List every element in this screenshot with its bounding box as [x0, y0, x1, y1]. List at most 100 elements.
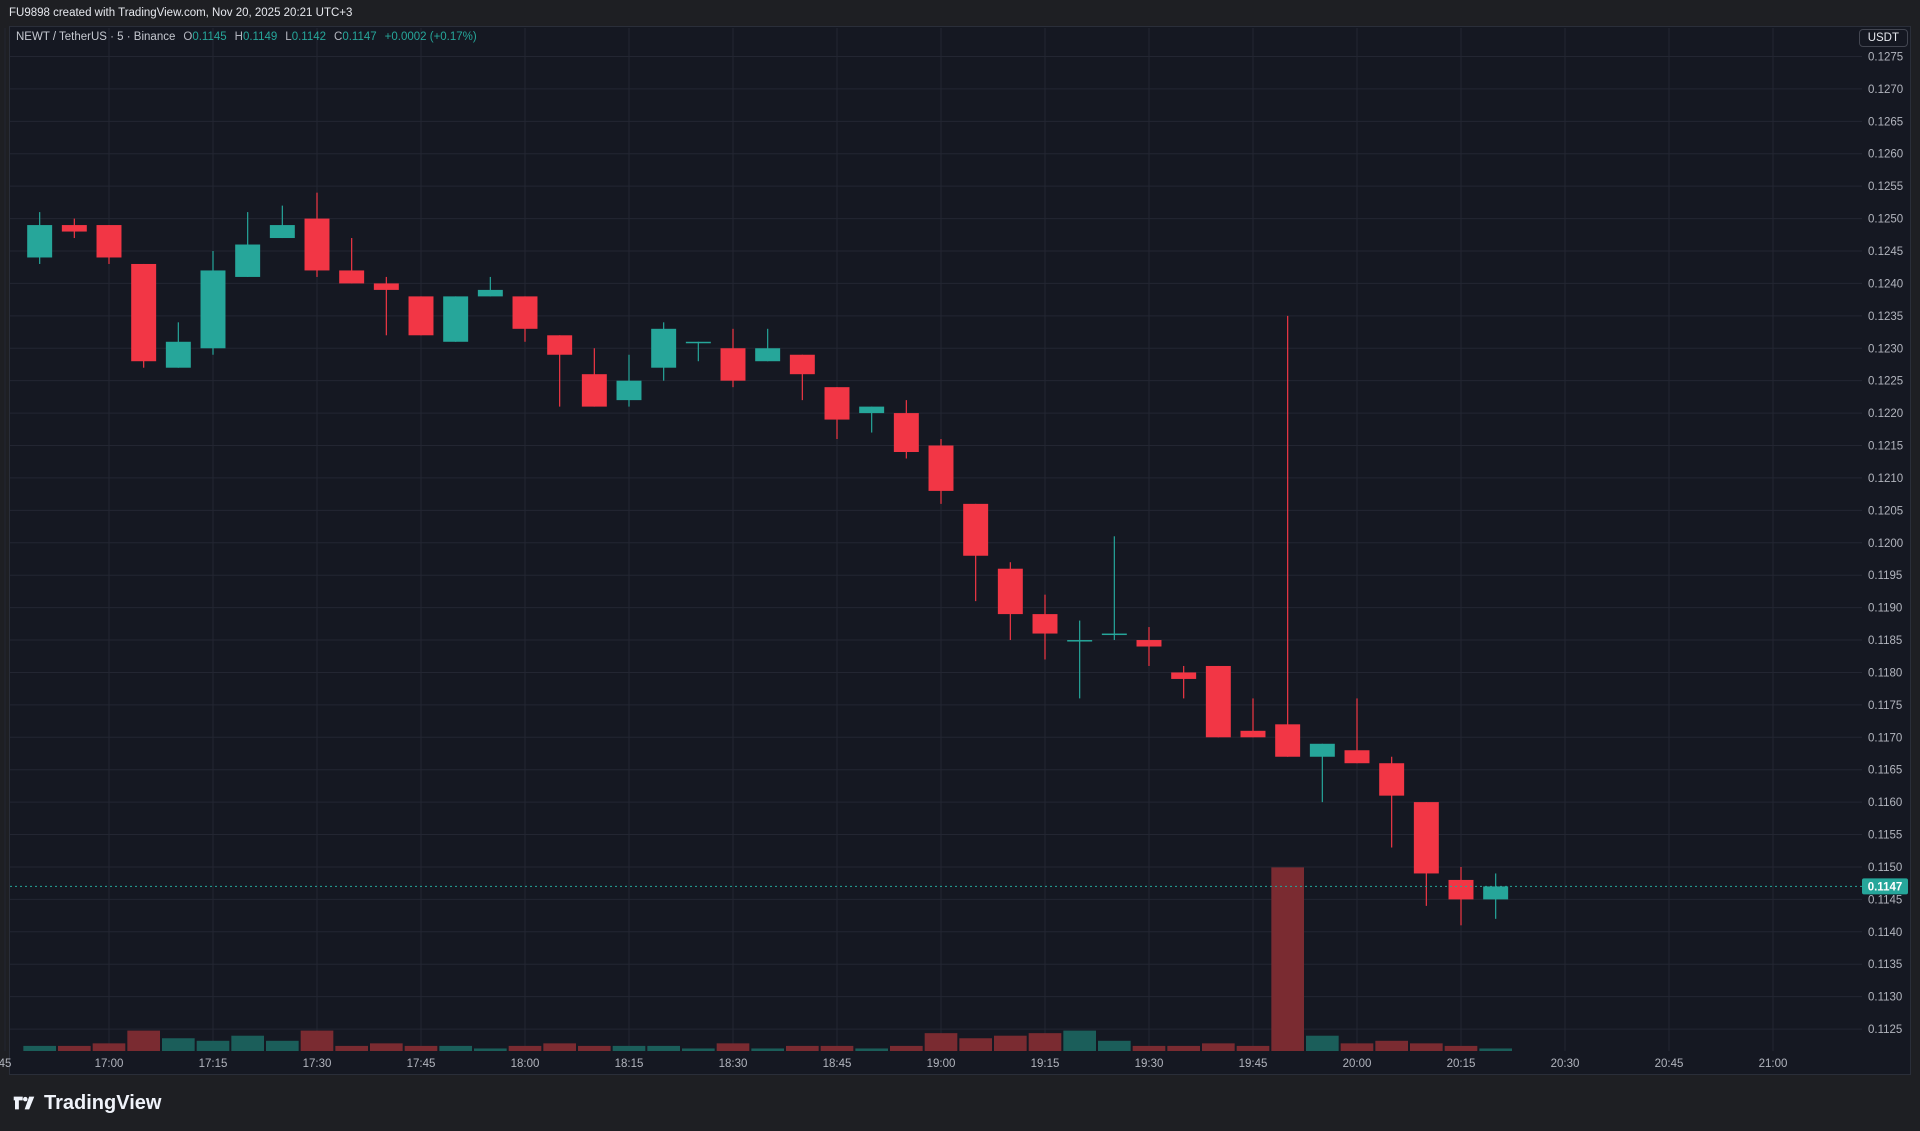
y-tick-label: 0.1155: [1868, 830, 1902, 842]
x-tick-label: 19:00: [927, 1058, 956, 1070]
x-tick-label: 18:00: [511, 1058, 540, 1070]
candle-body: [131, 263, 157, 362]
volume-bar: [716, 1043, 750, 1051]
candle-body: [651, 328, 677, 368]
high-value: 0.1149: [242, 31, 278, 43]
volume-bar: [1271, 867, 1304, 1051]
volume-bar: [474, 1048, 507, 1051]
open-value: 0.1145: [192, 31, 227, 43]
candle-body: [997, 568, 1023, 615]
volume-bar: [266, 1040, 299, 1051]
tradingview-logo[interactable]: TradingView: [10, 1092, 161, 1115]
volume-bar: [1098, 1040, 1131, 1051]
low-label: L: [285, 31, 292, 43]
candle-body: [1101, 633, 1127, 636]
volume-bar: [1063, 1030, 1096, 1051]
low-value: 0.1142: [291, 31, 327, 43]
volume-bar: [959, 1038, 992, 1051]
y-tick-label: 0.1260: [1868, 149, 1903, 161]
candle-body: [1309, 743, 1335, 757]
candle-body: [339, 270, 365, 284]
volume-bar: [820, 1045, 854, 1051]
volume-bar: [196, 1040, 230, 1051]
x-tick-label: 17:00: [95, 1058, 124, 1070]
y-tick-label: 0.1180: [1868, 667, 1902, 679]
volume-bar: [127, 1030, 160, 1051]
x-tick-label: 17:45: [407, 1058, 436, 1070]
volume-bar: [855, 1048, 888, 1051]
volume-bar: [231, 1035, 264, 1051]
volume-bar: [162, 1038, 195, 1051]
volume-bar: [1132, 1045, 1166, 1051]
candle-body: [1448, 879, 1474, 900]
candle-body: [893, 413, 919, 452]
y-tick-label: 0.1250: [1868, 214, 1903, 226]
y-tick-label: 0.1245: [1868, 246, 1903, 258]
volume-bar: [508, 1045, 542, 1051]
y-tick-label: 0.1235: [1868, 311, 1903, 323]
candle-body: [1413, 802, 1439, 874]
volume-bar: [23, 1045, 56, 1051]
candle-body: [755, 348, 781, 362]
candle-body: [512, 296, 538, 329]
x-tick-label: 17:15: [199, 1058, 228, 1070]
y-tick-label: 0.1165: [1868, 765, 1902, 777]
candle-body: [1171, 672, 1197, 679]
candle-body: [1275, 724, 1301, 757]
y-tick-label: 0.1215: [1868, 441, 1903, 453]
last-price-label: 0.1147: [1868, 881, 1903, 893]
x-tick-label: 20:30: [1551, 1058, 1580, 1070]
footer-bar: TradingView: [0, 1075, 1920, 1131]
chart-pane[interactable]: [9, 26, 1911, 1075]
volume-bar: [1202, 1043, 1235, 1051]
candle-body: [1483, 886, 1509, 900]
x-tick-label: 19:30: [1135, 1058, 1164, 1070]
y-tick-label: 0.1140: [1868, 927, 1902, 939]
candle-body: [1067, 640, 1093, 642]
candle-body: [200, 270, 226, 349]
candle-body: [1032, 614, 1058, 634]
y-tick-label: 0.1240: [1868, 278, 1903, 290]
symbol-label[interactable]: NEWT / TetherUS · 5 · Binance: [16, 31, 176, 43]
volume-bar: [1028, 1033, 1062, 1051]
volume-bar: [612, 1045, 646, 1051]
x-tick-label: 20:15: [1447, 1058, 1476, 1070]
volume-bar: [890, 1045, 923, 1051]
currency-badge[interactable]: USDT: [1858, 29, 1908, 47]
candle-body: [304, 218, 330, 271]
volume-bar: [1236, 1045, 1270, 1051]
tradingview-brand: TradingView: [44, 1091, 162, 1114]
y-tick-label: 0.1135: [1868, 959, 1902, 971]
volume-bar: [1410, 1043, 1443, 1051]
tradingview-logo-icon: [13, 1096, 35, 1110]
candle-body: [547, 335, 573, 355]
y-tick-label: 0.1200: [1868, 538, 1903, 550]
candle-body: [27, 225, 53, 258]
volume-bar: [370, 1043, 403, 1051]
y-tick-label: 0.1265: [1868, 116, 1903, 128]
x-tick-label: 21:00: [1759, 1058, 1788, 1070]
candle-body: [616, 380, 642, 401]
candle-body: [859, 406, 885, 414]
y-tick-label: 0.1210: [1868, 473, 1903, 485]
candle-body: [165, 341, 191, 368]
volume-bar: [543, 1043, 576, 1051]
candle-body: [373, 283, 399, 290]
candle-body: [789, 354, 815, 375]
candle-body: [685, 341, 711, 344]
x-tick-label: 18:15: [615, 1058, 644, 1070]
candle-body: [408, 296, 434, 336]
candle-body: [1136, 640, 1162, 647]
candlestick-chart[interactable]: 0.1275 0.1270 0.1265 0.1260 0.1255 0.1250 0.12…: [0, 0, 1920, 1075]
volume-bar: [786, 1045, 819, 1051]
volume-bar: [1340, 1043, 1374, 1051]
volume-bar: [1444, 1045, 1478, 1051]
volume-bar: [751, 1048, 784, 1051]
change-value: +0.0002 (+0.17%): [384, 31, 477, 43]
volume-bar: [1306, 1035, 1339, 1051]
y-tick-label: 0.1125: [1868, 1024, 1902, 1036]
candle-body: [1240, 730, 1266, 738]
volume-bar: [647, 1045, 680, 1051]
volume-bar: [300, 1030, 334, 1051]
y-tick-label: 0.1170: [1868, 732, 1902, 744]
